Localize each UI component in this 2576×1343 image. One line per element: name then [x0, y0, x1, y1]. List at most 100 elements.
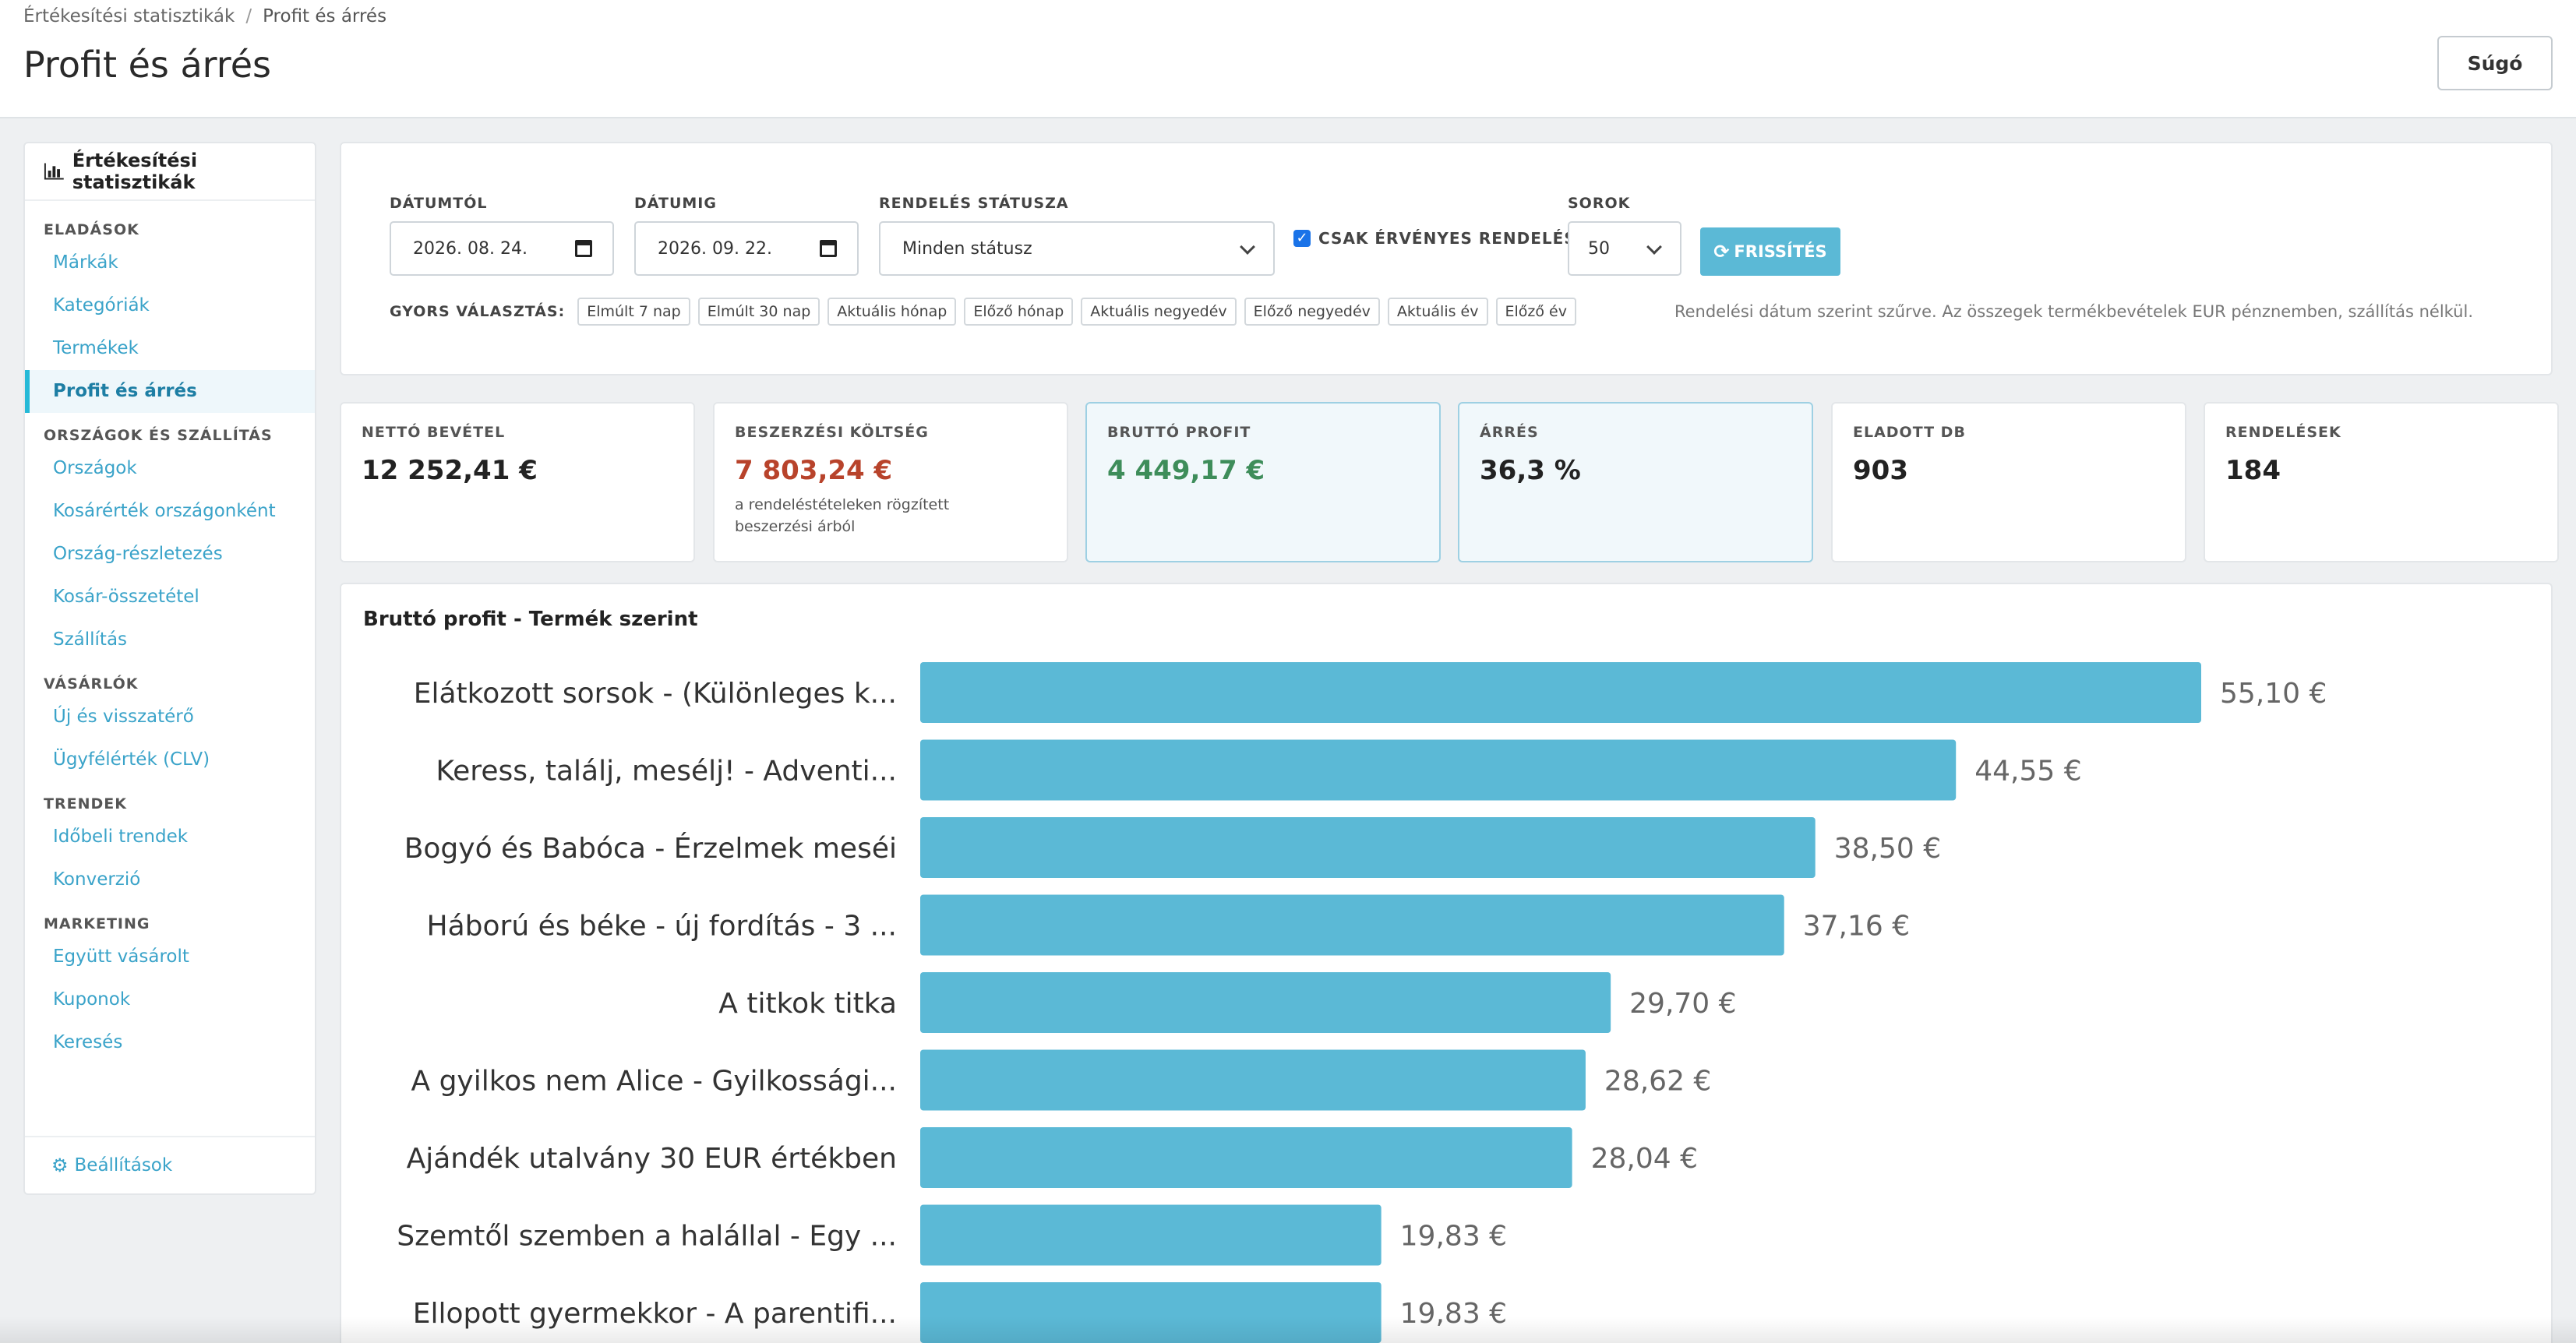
date-to-value: 2026. 09. 22.	[658, 238, 772, 259]
chevron-down-icon	[1646, 239, 1662, 255]
sidebar-item-profit-margin[interactable]: Profit és árrés	[25, 370, 315, 413]
sidebar-item-search[interactable]: Keresés	[53, 1032, 123, 1052]
bar-value-label: 28,62 €	[1604, 1066, 1711, 1098]
sidebar-item-clv[interactable]: Ügyfélérték (CLV)	[53, 749, 210, 770]
kpi-value: 7 803,24 €	[735, 455, 893, 486]
profit-bar[interactable]	[920, 817, 1816, 878]
kpi-purchase-cost: BESZERZÉSI KÖLTSÉG 7 803,24 € a rendelés…	[713, 402, 1068, 562]
chevron-down-icon	[1240, 239, 1255, 255]
profit-bar[interactable]	[920, 662, 2201, 723]
breadcrumb-separator: /	[245, 6, 252, 26]
bar-value-label: 38,50 €	[1834, 833, 1941, 865]
quick-select-label: GYORS VÁLASZTÁS:	[390, 303, 566, 320]
sidebar-item-categories[interactable]: Kategóriák	[53, 295, 150, 315]
sidebar-item-shipping[interactable]: Szállítás	[53, 629, 128, 650]
sidebar-group-countries: ORSZÁGOK ÉS SZÁLLÍTÁS Országok Kosárérté…	[25, 424, 315, 661]
bar-value-label: 19,83 €	[1400, 1221, 1507, 1253]
kpi-label: BESZERZÉSI KÖLTSÉG	[735, 424, 929, 441]
bar-value-label: 55,10 €	[2220, 678, 2327, 710]
settings-label: Beállítások	[74, 1155, 173, 1176]
rows-select[interactable]: 50	[1568, 221, 1681, 276]
kpi-margin: ÁRRÉS 36,3 %	[1458, 402, 1813, 562]
kpi-orders: RENDELÉSEK 184	[2204, 402, 2559, 562]
refresh-label: FRISSÍTÉS	[1734, 242, 1827, 261]
kpi-gross-profit: BRUTTÓ PROFIT 4 449,17 €	[1085, 402, 1441, 562]
bar-category-label: Szemtől szemben a halállal - Egy ...	[397, 1221, 897, 1253]
kpi-value: 12 252,41 €	[362, 455, 538, 486]
bottom-shadow	[0, 1317, 2576, 1343]
bar-category-label: Ellopott gyermekkor - A parentifi...	[413, 1298, 897, 1330]
profit-bar[interactable]	[920, 1204, 1382, 1266]
quick-previous-quarter[interactable]: Előző negyedév	[1244, 298, 1380, 326]
sidebar-item-new-returning[interactable]: Új és visszatérő	[53, 707, 194, 727]
valid-orders-checkbox[interactable]: ✓	[1293, 230, 1311, 247]
date-from-input[interactable]: 2026. 08. 24.	[390, 221, 614, 276]
order-status-value: Minden státusz	[902, 238, 1032, 259]
quick-previous-month[interactable]: Előző hónap	[964, 298, 1074, 326]
breadcrumb: Értékesítési statisztikák / Profit és ár…	[23, 6, 386, 26]
calendar-icon[interactable]	[820, 240, 837, 257]
gross-profit-chart-card: Elátkozott sorsok - (Különleges k... 55,1…	[340, 583, 2553, 1343]
sidebar-group-title: MARKETING	[44, 915, 150, 932]
bar-value-label: 37,16 €	[1803, 911, 1910, 943]
refresh-icon: ⟳	[1713, 241, 1730, 263]
profit-bar[interactable]	[920, 1049, 1586, 1111]
sidebar-item-country-details[interactable]: Ország-részletezés	[53, 544, 223, 564]
date-to-input[interactable]: 2026. 09. 22.	[634, 221, 859, 276]
sidebar-item-conversion[interactable]: Konverzió	[53, 869, 141, 890]
breadcrumb-parent-link[interactable]: Értékesítési statisztikák	[23, 6, 235, 26]
profit-bar[interactable]	[920, 894, 1784, 956]
quick-current-quarter[interactable]: Aktuális negyedév	[1081, 298, 1237, 326]
bar-category-label: Ajándék utalvány 30 EUR értékben	[407, 1143, 897, 1175]
bar-category-label: Háború és béke - új fordítás - 3 ...	[427, 911, 897, 943]
order-status-label: RENDELÉS STÁTUSZA	[879, 195, 1069, 212]
rows-value: 50	[1588, 238, 1610, 259]
sidebar-group-title: ORSZÁGOK ÉS SZÁLLÍTÁS	[44, 427, 273, 444]
quick-last-30-days[interactable]: Elmúlt 30 nap	[697, 298, 820, 326]
sidebar-header: Értékesítési statisztikák	[25, 143, 315, 201]
kpi-value: 903	[1853, 455, 1908, 486]
profit-bar[interactable]	[920, 972, 1611, 1033]
sidebar-group-title: ELADÁSOK	[44, 221, 139, 238]
quick-current-month[interactable]: Aktuális hónap	[827, 298, 957, 326]
sidebar-item-brands[interactable]: Márkák	[53, 252, 118, 273]
rows-label: SOROK	[1568, 195, 1631, 212]
sidebar-item-cart-composition[interactable]: Kosár-összetétel	[53, 587, 199, 607]
sidebar-group-title: TRENDEK	[44, 795, 127, 812]
sidebar-item-products[interactable]: Termékek	[53, 338, 139, 358]
bar-value-label: 29,70 €	[1629, 988, 1736, 1020]
sidebar-item-bought-together[interactable]: Együtt vásárolt	[53, 946, 189, 967]
page-title: Profit és árrés	[23, 44, 271, 86]
help-button[interactable]: Súgó	[2437, 36, 2553, 90]
date-to-label: DÁTUMIG	[634, 195, 717, 212]
sidebar-group-marketing: MARKETING Együtt vásárolt Kuponok Keresé…	[25, 912, 315, 1064]
profit-bar[interactable]	[920, 1282, 1382, 1343]
date-from-value: 2026. 08. 24.	[413, 238, 528, 259]
profit-bar[interactable]	[920, 739, 1957, 801]
sidebar-item-coupons[interactable]: Kuponok	[53, 989, 131, 1010]
sidebar: Értékesítési statisztikák ELADÁSOK Márká…	[23, 142, 316, 1195]
bar-value-label: 28,04 €	[1591, 1143, 1698, 1175]
sidebar-item-cart-value-by-country[interactable]: Kosárérték országonként	[53, 501, 276, 521]
sidebar-item-countries[interactable]: Országok	[53, 458, 137, 478]
sidebar-item-time-trends[interactable]: Időbeli trendek	[53, 827, 189, 847]
kpi-value: 36,3 %	[1480, 455, 1581, 486]
calendar-icon[interactable]	[575, 240, 592, 257]
gear-icon: ⚙	[51, 1154, 69, 1176]
kpi-label: ÁRRÉS	[1480, 424, 1539, 441]
filter-note: Rendelési dátum szerint szűrve. Az össze…	[1674, 302, 2473, 321]
quick-current-year[interactable]: Aktuális év	[1387, 298, 1488, 326]
order-status-select[interactable]: Minden státusz	[879, 221, 1275, 276]
bar-chart-icon	[44, 163, 64, 180]
bar-category-label: Keress, találj, mesélj! - Adventi...	[436, 756, 897, 788]
quick-previous-year[interactable]: Előző év	[1495, 298, 1576, 326]
sidebar-group-title: VÁSÁRLÓK	[44, 675, 139, 693]
filter-panel: DÁTUMTÓL 2026. 08. 24. DÁTUMIG 2026. 09.…	[340, 142, 2553, 375]
valid-orders-checkbox-wrap[interactable]: ✓ CSAK ÉRVÉNYES RENDELÉSEK	[1293, 229, 1600, 248]
refresh-button[interactable]: ⟳ FRISSÍTÉS	[1700, 227, 1840, 276]
quick-last-7-days[interactable]: Elmúlt 7 nap	[577, 298, 690, 326]
kpi-label: NETTÓ BEVÉTEL	[362, 424, 506, 441]
kpi-label: BRUTTÓ PROFIT	[1107, 424, 1251, 441]
sidebar-settings-link[interactable]: ⚙ Beállítások	[25, 1136, 315, 1193]
profit-bar[interactable]	[920, 1127, 1572, 1188]
